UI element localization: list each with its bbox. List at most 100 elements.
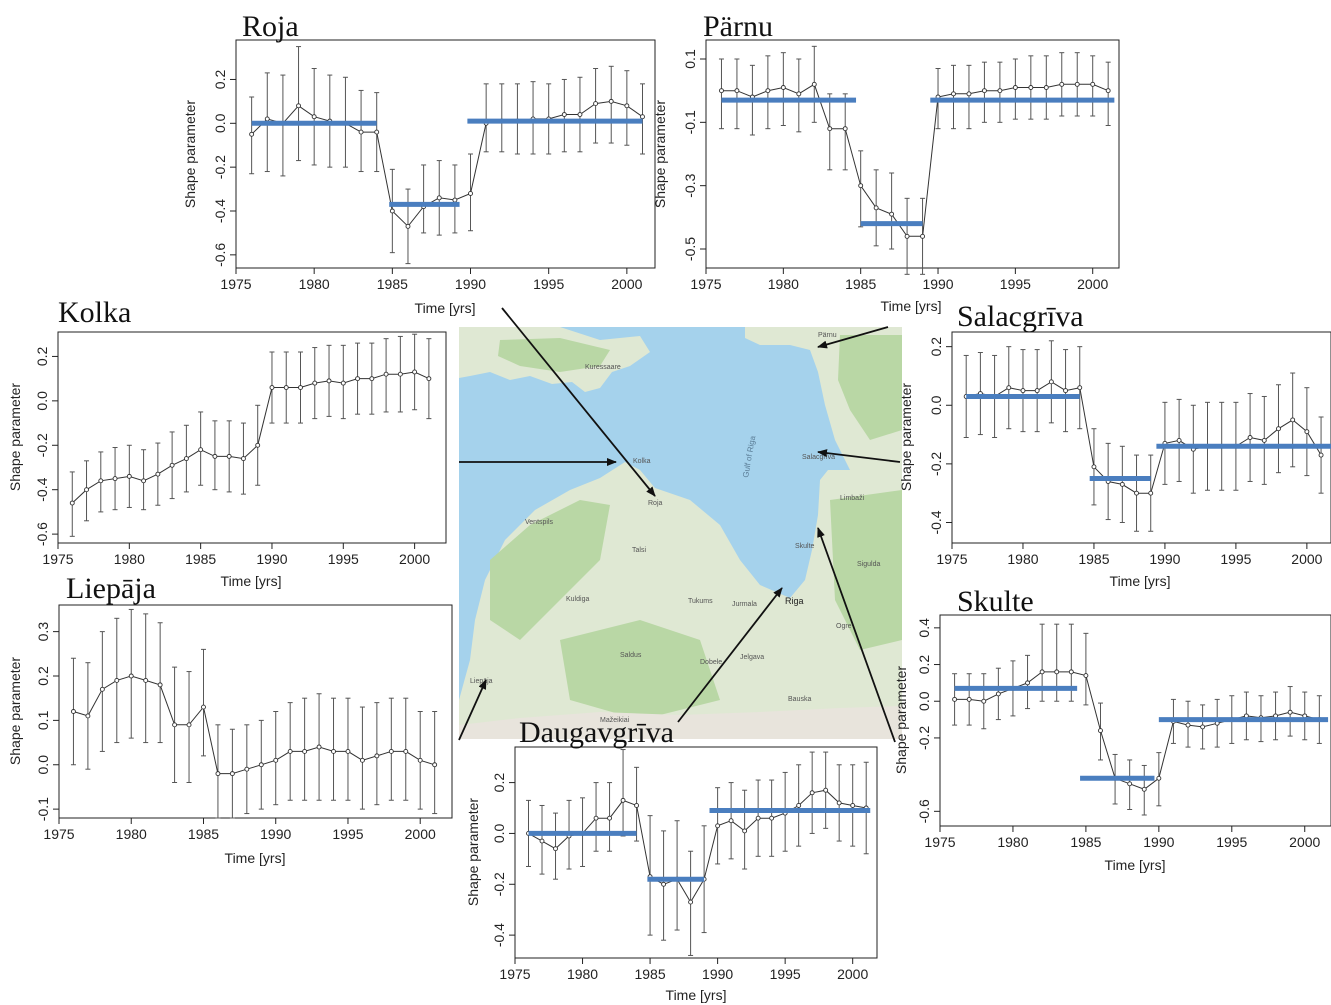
map-label-kuressaare: Kuressaare (585, 364, 621, 371)
chart-panel-parnu: Pärnu 1975 1980 1985 1990 1995 2000 -0.5 -0.3 -0.… (652, 10, 1120, 314)
y-tick-label: 0.0 (34, 391, 50, 411)
x-axis-label: Time [yrs] (415, 300, 476, 316)
map-label-riga: Riga (785, 596, 804, 606)
y-tick-label: -0.6 (212, 243, 228, 267)
y-tick-label: -0.2 (212, 155, 228, 179)
data-point (1276, 426, 1281, 432)
x-tick-label: 2000 (837, 966, 868, 982)
x-tick-label: 1990 (1143, 834, 1174, 850)
data-point (126, 473, 132, 479)
y-tick-label: 0.2 (35, 666, 51, 686)
y-tick-label: -0.4 (928, 510, 944, 534)
data-point (70, 709, 76, 714)
data-point (873, 205, 879, 211)
y-tick-label: -0.2 (928, 452, 944, 476)
chart-title: Daugavgrīva (519, 716, 674, 749)
x-tick-label: 2000 (1077, 276, 1108, 292)
data-point (1304, 429, 1310, 435)
x-tick-label: 1975 (690, 276, 721, 292)
data-point (1290, 417, 1296, 423)
station-arrows (458, 307, 901, 743)
data-point (312, 380, 318, 386)
series-line (528, 789, 867, 904)
series-line (73, 675, 435, 775)
y-tick-label: -0.2 (916, 726, 932, 750)
data-point (345, 748, 351, 754)
chart-panel-skulte: Skulte 1975 1980 1985 1990 1995 2000 -0.6 -0.2 0.… (893, 585, 1331, 873)
data-point (1141, 786, 1147, 792)
plot-frame (58, 604, 453, 819)
chart-panel-roja: Roja 1975 1980 1985 1990 1995 2000 -0.6 -0.4 -0.2… (182, 10, 656, 316)
data-point (302, 748, 308, 754)
data-point (141, 478, 147, 484)
data-point (255, 442, 261, 448)
data-point (1098, 728, 1103, 734)
map-label-sigulda: Sigulda (857, 561, 880, 568)
data-point (607, 815, 613, 821)
data-point (258, 762, 264, 768)
x-tick-label: 1975 (220, 276, 251, 292)
map-label-kuldiga: Kuldiga (566, 596, 589, 603)
data-point (143, 677, 149, 683)
map-label-talsi: Talsi (632, 547, 646, 554)
x-axis-label: Time [yrs] (221, 573, 282, 589)
x-tick-label: 1985 (845, 276, 876, 292)
y-tick-label: 0.2 (916, 655, 932, 675)
y-tick-label: -0.4 (34, 477, 50, 501)
y-tick-label: 0.1 (35, 710, 51, 730)
map-forest-estonia (838, 335, 902, 440)
x-tick-label: 1980 (997, 834, 1028, 850)
data-point (215, 771, 221, 777)
x-axis-label: Time [yrs] (225, 850, 286, 866)
data-point (1091, 464, 1097, 470)
data-point (374, 753, 380, 759)
map-label-tukums: Tukums (688, 598, 713, 605)
chart-title: Liepāja (66, 572, 156, 605)
data-point (728, 818, 734, 824)
data-point (240, 456, 246, 462)
x-tick-label: 1990 (455, 276, 486, 292)
data-point (1156, 775, 1162, 781)
y-tick-label: -0.1 (682, 110, 698, 134)
data-point (198, 447, 204, 453)
data-point (273, 757, 279, 763)
map-label-mazeikiai: Mažeikiai (600, 717, 630, 724)
y-tick-label: 0.0 (928, 395, 944, 415)
chart-title: Pärnu (703, 10, 773, 43)
data-point (577, 112, 583, 117)
x-tick-label: 1975 (499, 966, 530, 982)
chart-title: Kolka (58, 296, 131, 329)
data-point (634, 803, 640, 808)
data-point (432, 762, 438, 768)
data-point (114, 677, 120, 683)
data-point (412, 369, 418, 375)
data-point (997, 88, 1003, 94)
map-label-jelgava: Jelgava (740, 654, 764, 661)
data-point (269, 385, 275, 390)
map-label-saldus: Saldus (620, 652, 642, 659)
data-point (966, 91, 972, 97)
data-point (1012, 85, 1018, 90)
data-point (688, 899, 694, 905)
data-point (264, 116, 270, 122)
data-point (620, 797, 626, 803)
data-point (765, 88, 771, 94)
data-point (186, 722, 192, 728)
data-point (811, 81, 817, 87)
data-point (553, 846, 558, 852)
data-point (539, 838, 545, 844)
data-point (1054, 669, 1060, 675)
map-label-kolka: Kolka (633, 458, 651, 465)
data-point (1034, 388, 1040, 394)
data-point (995, 691, 1001, 697)
x-tick-label: 2000 (1291, 551, 1322, 567)
data-point (1039, 669, 1045, 675)
data-point (417, 757, 423, 763)
x-axis-label: Time [yrs] (666, 987, 727, 1003)
data-point (1148, 490, 1154, 496)
data-point (244, 766, 250, 772)
data-point (397, 371, 403, 377)
x-tick-label: 1995 (1000, 276, 1031, 292)
y-tick-label: -0.2 (34, 433, 50, 457)
